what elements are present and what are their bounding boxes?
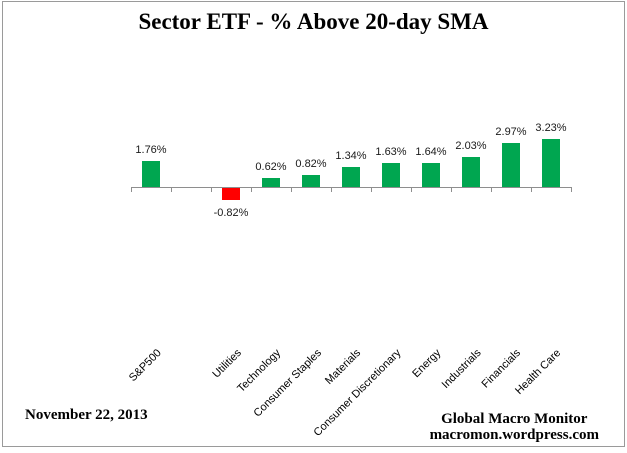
axis-tick xyxy=(451,188,452,192)
axis-tick xyxy=(371,188,372,192)
bar-value-label: 2.97% xyxy=(495,126,527,138)
axis-tick xyxy=(491,188,492,192)
category-label: Materials xyxy=(323,347,364,388)
bar xyxy=(142,161,160,187)
date-label: November 22, 2013 xyxy=(25,407,148,423)
category-label: Utilities xyxy=(209,347,244,381)
bar-value-label: 0.82% xyxy=(295,158,327,170)
bar-value-label: 1.64% xyxy=(415,146,447,158)
bar xyxy=(342,167,360,187)
axis-tick xyxy=(171,188,172,192)
axis-tick xyxy=(251,188,252,192)
axis-tick xyxy=(531,188,532,192)
axis-tick xyxy=(571,188,572,192)
bar xyxy=(422,163,440,187)
bar xyxy=(222,188,240,200)
category-label: Energy xyxy=(410,347,444,381)
bar xyxy=(542,139,560,187)
category-label: S&P500 xyxy=(126,347,164,385)
bar-value-label: 0.62% xyxy=(255,161,287,173)
bar-value-label: 1.34% xyxy=(335,150,367,162)
bar xyxy=(462,157,480,187)
chart-title: Sector ETF - % Above 20-day SMA xyxy=(138,9,489,34)
bar xyxy=(262,178,280,187)
bar-value-label: 2.03% xyxy=(455,140,487,152)
bar-value-label: 3.23% xyxy=(535,122,567,134)
bar-value-label: -0.82% xyxy=(213,207,249,219)
bar xyxy=(302,175,320,187)
brand-block: Global Macro Monitor macromon.wordpress.… xyxy=(430,411,599,443)
axis-tick xyxy=(211,188,212,192)
brand-name: Global Macro Monitor xyxy=(441,411,588,427)
brand-url: macromon.wordpress.com xyxy=(429,427,599,443)
category-label: Industrials xyxy=(439,347,484,391)
axis-tick xyxy=(411,188,412,192)
bar-value-label: 1.76% xyxy=(135,144,167,156)
bar-value-label: 1.63% xyxy=(375,146,407,158)
bar xyxy=(382,163,400,187)
x-axis xyxy=(131,187,572,188)
axis-tick xyxy=(291,188,292,192)
bar xyxy=(502,143,520,187)
axis-tick xyxy=(331,188,332,192)
axis-tick xyxy=(131,188,132,192)
